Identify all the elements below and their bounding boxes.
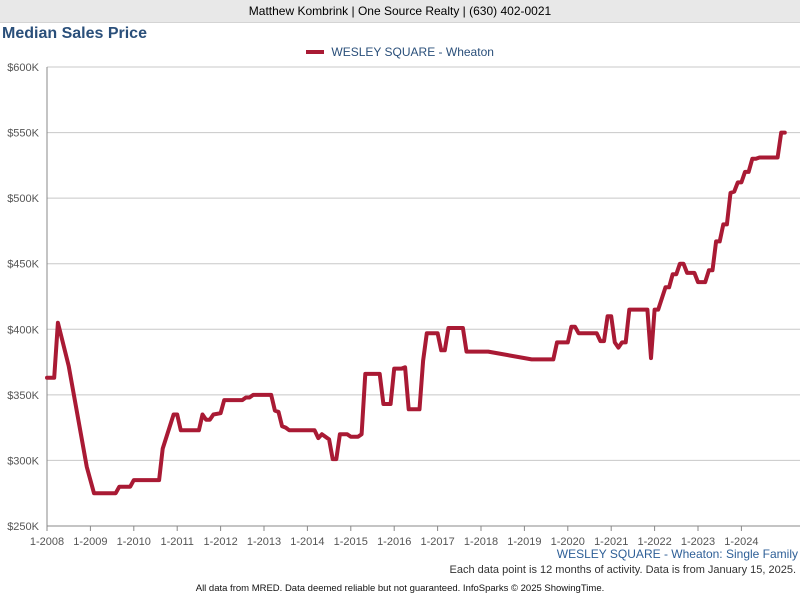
x-tick-label: 1-2024 <box>724 536 758 548</box>
x-tick-label: 1-2019 <box>507 536 541 548</box>
x-tick-label: 1-2008 <box>30 536 64 548</box>
series-caption[interactable]: WESLEY SQUARE - Wheaton: Single Family <box>556 547 798 561</box>
x-tick-label: 1-2009 <box>73 536 107 548</box>
y-tick-label: $600K <box>7 62 39 74</box>
x-tick-label: 1-2021 <box>594 536 628 548</box>
y-tick-label: $350K <box>7 390 39 402</box>
x-tick-label: 1-2012 <box>203 536 237 548</box>
x-tick-label: 1-2018 <box>464 536 498 548</box>
x-tick-label: 1-2013 <box>247 536 281 548</box>
data-note: Each data point is 12 months of activity… <box>449 564 796 576</box>
chart-title: Median Sales Price <box>2 25 147 42</box>
x-tick-label: 1-2010 <box>117 536 151 548</box>
x-tick-label: 1-2022 <box>637 536 671 548</box>
x-tick-label: 1-2014 <box>290 536 324 548</box>
y-tick-label: $250K <box>7 521 39 533</box>
y-tick-label: $400K <box>7 324 39 336</box>
x-tick-label: 1-2023 <box>681 536 715 548</box>
x-tick-label: 1-2017 <box>420 536 454 548</box>
agent-contact-line: Matthew Kombrink | One Source Realty | (… <box>248 4 552 18</box>
legend-swatch <box>306 49 325 54</box>
x-tick-label: 1-2020 <box>551 536 585 548</box>
y-tick-label: $550K <box>7 128 39 140</box>
y-tick-label: $300K <box>7 455 39 467</box>
series-line-wesley-square <box>45 130 787 496</box>
legend-label: WESLEY SQUARE - Wheaton <box>331 45 494 59</box>
x-tick-label: 1-2015 <box>334 536 368 548</box>
x-tick-label: 1-2016 <box>377 536 411 548</box>
agent-header-bar: Matthew Kombrink | One Source Realty | (… <box>0 0 800 23</box>
footer-disclaimer: All data from MRED. Data deemed reliable… <box>195 583 605 594</box>
legend: WESLEY SQUARE - Wheaton <box>0 45 800 59</box>
y-tick-label: $500K <box>7 193 39 205</box>
y-tick-label: $450K <box>7 259 39 271</box>
x-tick-label: 1-2011 <box>160 536 193 548</box>
